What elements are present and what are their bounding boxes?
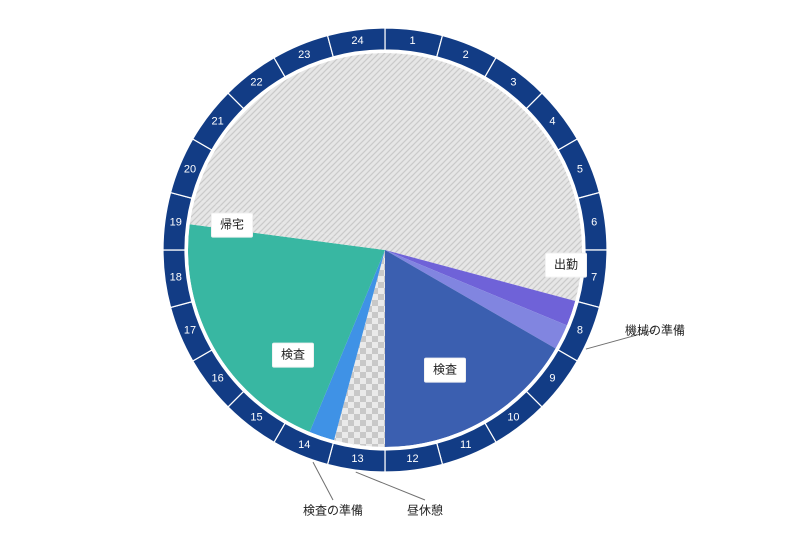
segment-label-lunch: 昼休憩	[407, 502, 443, 519]
hour-number: 8	[577, 325, 583, 337]
leader-line	[313, 462, 333, 500]
hour-number: 14	[298, 439, 310, 451]
hour-number: 9	[549, 372, 555, 384]
hour-number: 10	[507, 411, 519, 423]
hour-number: 22	[250, 77, 262, 89]
segment-label-inspect_am: 検査	[424, 358, 466, 383]
hour-number: 4	[549, 116, 555, 128]
segment-label-commute_out: 帰宅	[211, 213, 253, 238]
segment-label-commute_in: 出勤	[545, 253, 587, 278]
hour-number: 24	[351, 35, 363, 47]
schedule-radial-chart: 123456789101112131415161718192021222324	[0, 0, 800, 533]
hour-number: 2	[463, 49, 469, 61]
segment-label-inspect_prep: 検査の準備	[303, 502, 363, 519]
hour-number: 13	[351, 453, 363, 465]
hour-number: 11	[460, 439, 471, 451]
hour-number: 3	[510, 77, 516, 89]
segment-label-inspect_pm: 検査	[272, 343, 314, 368]
hour-number: 17	[184, 325, 196, 337]
segment-label-machine_prep: 機械の準備	[625, 322, 685, 339]
hour-number: 5	[577, 163, 583, 175]
chart-root: { "chart": { "type": "polar-24h-schedule…	[0, 0, 800, 533]
hour-number: 20	[184, 163, 196, 175]
hour-number: 18	[170, 272, 182, 284]
hour-number: 16	[211, 372, 223, 384]
hour-number: 6	[591, 216, 597, 228]
hour-number: 15	[250, 411, 262, 423]
hour-number: 12	[406, 453, 418, 465]
hour-number: 23	[298, 49, 310, 61]
hour-number: 1	[409, 35, 415, 47]
leader-line	[356, 472, 425, 500]
pie-group	[188, 53, 582, 447]
hour-number: 7	[591, 272, 597, 284]
hour-number: 19	[170, 216, 182, 228]
hour-number: 21	[211, 116, 223, 128]
